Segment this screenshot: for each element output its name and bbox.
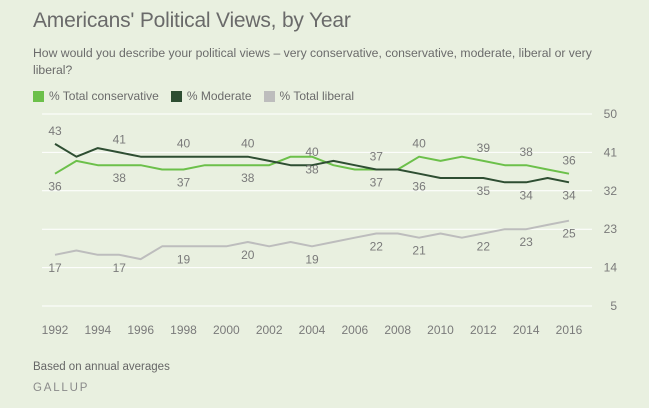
data-label-conservative: 37 [177, 175, 191, 189]
data-label-moderate: 35 [477, 184, 491, 198]
x-tick-label: 1996 [127, 323, 154, 337]
chart-legend: % Total conservative % Moderate % Total … [33, 89, 354, 103]
data-label-moderate: 36 [412, 180, 426, 194]
data-label-moderate: 40 [305, 145, 319, 159]
data-label-conservative: 38 [241, 171, 255, 185]
x-tick-label: 2012 [470, 323, 497, 337]
data-label-conservative: 36 [562, 154, 576, 168]
chart-title: Americans' Political Views, by Year [33, 9, 351, 32]
y-tick-label: 14 [604, 261, 618, 275]
legend-swatch-liberal [263, 90, 275, 102]
x-tick-label: 2002 [256, 323, 283, 337]
x-tick-label: 1992 [42, 323, 69, 337]
x-tick-label: 2006 [341, 323, 368, 337]
data-label-liberal: 20 [241, 248, 255, 262]
y-tick-label: 32 [604, 184, 618, 198]
data-label-conservative: 38 [305, 163, 319, 177]
legend-label-moderate: % Moderate [186, 89, 252, 103]
data-label-liberal: 23 [519, 235, 533, 249]
y-tick-label: 50 [604, 107, 618, 121]
legend-label-conservative: % Total conservative [49, 89, 159, 103]
data-label-conservative: 37 [370, 175, 384, 189]
chart-subtitle: How would you describe your political vi… [33, 46, 592, 77]
series-line-liberal [54, 219, 570, 261]
data-label-conservative: 40 [412, 137, 426, 151]
gallup-logo: GALLUP [33, 382, 90, 394]
legend-label-liberal: % Total liberal [279, 89, 355, 103]
data-label-liberal: 19 [177, 252, 191, 266]
data-label-moderate: 43 [48, 124, 62, 138]
data-label-liberal: 22 [477, 239, 491, 253]
series-line-conservative [54, 155, 570, 175]
legend-swatch-conservative [33, 90, 44, 102]
data-label-liberal: 21 [412, 244, 426, 258]
x-tick-label: 2010 [427, 323, 454, 337]
x-tick-label: 1998 [170, 323, 197, 337]
data-label-conservative: 36 [48, 180, 62, 194]
y-tick-label: 23 [604, 222, 618, 236]
x-tick-label: 2000 [213, 323, 240, 337]
data-label-moderate: 37 [370, 149, 384, 163]
x-tick-label: 2014 [513, 323, 540, 337]
data-label-liberal: 17 [113, 261, 127, 275]
data-label-moderate: 40 [241, 137, 255, 151]
legend-item-moderate: % Moderate [170, 89, 252, 103]
y-tick-label: 41 [604, 145, 618, 159]
data-label-liberal: 17 [48, 261, 62, 275]
data-label-conservative: 38 [113, 171, 127, 185]
series-line-moderate [54, 143, 570, 184]
legend-item-conservative: % Total conservative [33, 89, 159, 103]
y-tick-label: 5 [610, 299, 617, 313]
x-tick-label: 2008 [384, 323, 411, 337]
footnote: Based on annual averages [33, 361, 170, 373]
data-label-conservative: 38 [519, 145, 533, 159]
data-label-conservative: 39 [477, 141, 491, 155]
data-label-liberal: 22 [370, 239, 384, 253]
x-tick-label: 2016 [556, 323, 583, 337]
x-tick-label: 2004 [299, 323, 326, 337]
x-tick-label: 1994 [84, 323, 111, 337]
data-label-liberal: 25 [562, 227, 576, 241]
data-label-moderate: 34 [562, 188, 576, 202]
legend-swatch-moderate [170, 90, 182, 102]
data-label-moderate: 34 [519, 188, 533, 202]
data-label-moderate: 41 [113, 132, 127, 146]
legend-item-liberal: % Total liberal [263, 89, 355, 103]
data-label-moderate: 40 [177, 137, 191, 151]
data-label-liberal: 19 [305, 252, 319, 266]
